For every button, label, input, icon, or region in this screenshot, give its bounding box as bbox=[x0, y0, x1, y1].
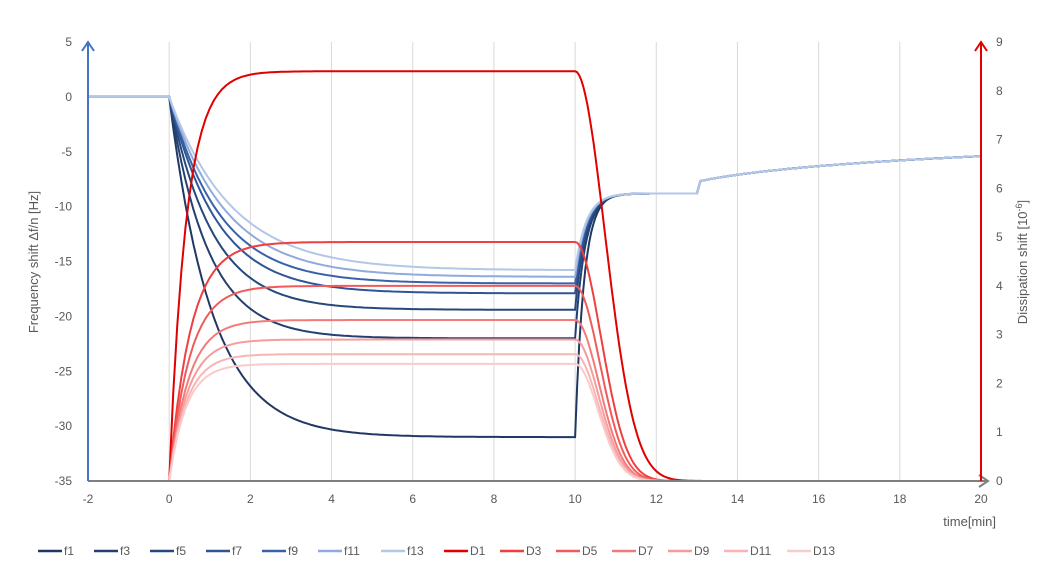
legend-item-f7: f7 bbox=[206, 544, 242, 558]
y-left-tick-label: -20 bbox=[55, 309, 73, 323]
y-left-tick-label: -10 bbox=[55, 200, 73, 214]
x-tick-label: 6 bbox=[409, 492, 416, 506]
y-right-title-close: ] bbox=[1015, 200, 1030, 204]
y-left-tick-label: -5 bbox=[61, 145, 72, 159]
legend-item-D7: D7 bbox=[612, 544, 654, 558]
y-left-tick-label: -25 bbox=[55, 364, 73, 378]
series-line-f13 bbox=[88, 95, 982, 271]
y-right-title-exp: -6 bbox=[1014, 203, 1024, 211]
axes bbox=[81, 40, 990, 488]
y-left-axis-title: Frequency shift Δf/n [Hz] bbox=[26, 191, 41, 333]
x-tick-label: 20 bbox=[974, 492, 988, 506]
legend-label: D13 bbox=[813, 544, 835, 558]
y-right-tick-label: 1 bbox=[996, 425, 1003, 439]
x-tick-label: 12 bbox=[650, 492, 664, 506]
y-right-tick-label: 7 bbox=[996, 133, 1003, 147]
legend-label: f5 bbox=[176, 544, 186, 558]
x-tick-label: 8 bbox=[491, 492, 498, 506]
legend-item-D9: D9 bbox=[668, 544, 710, 558]
x-tick-label: 0 bbox=[166, 492, 173, 506]
legend-label: f11 bbox=[344, 544, 360, 558]
series-line-f1 bbox=[88, 95, 982, 439]
y-right-axis-title: Dissipation shift [10-6] bbox=[1014, 200, 1030, 324]
y-right-tick-label: 9 bbox=[996, 35, 1003, 49]
legend-item-D1: D1 bbox=[444, 544, 486, 558]
y-left-tick-label: 0 bbox=[65, 90, 72, 104]
legend: f1 f3 f5 f7 f9 f11 f13 D1 D3 D5 D7 D9 D11 D13 bbox=[38, 544, 835, 558]
legend-label: D3 bbox=[526, 544, 542, 558]
y-left-tick-label: -15 bbox=[55, 255, 73, 269]
x-tick-label: 10 bbox=[568, 492, 582, 506]
y-right-axis-arrow bbox=[974, 40, 988, 52]
x-tick-label: -2 bbox=[83, 492, 94, 506]
y-right-tick-label: 5 bbox=[996, 230, 1003, 244]
series-line-f11 bbox=[88, 95, 982, 278]
y-left-tick-label: -35 bbox=[55, 474, 73, 488]
legend-item-f1: f1 bbox=[38, 544, 74, 558]
legend-label: D9 bbox=[694, 544, 710, 558]
y-right-tick-label: 0 bbox=[996, 474, 1003, 488]
legend-item-f9: f9 bbox=[262, 544, 298, 558]
y-right-tick-label: 6 bbox=[996, 181, 1003, 195]
series-line-D11 bbox=[88, 353, 981, 482]
legend-item-D13: D13 bbox=[787, 544, 835, 558]
frequency-series-group bbox=[88, 95, 982, 439]
x-tick-label: 4 bbox=[328, 492, 335, 506]
legend-label: D11 bbox=[750, 544, 771, 558]
y-right-tick-label: 4 bbox=[996, 279, 1003, 293]
legend-item-D3: D3 bbox=[500, 544, 542, 558]
legend-item-D5: D5 bbox=[556, 544, 598, 558]
legend-label: f13 bbox=[407, 544, 424, 558]
legend-item-f11: f11 bbox=[318, 544, 360, 558]
y-right-tick-label: 3 bbox=[996, 328, 1003, 342]
legend-item-f5: f5 bbox=[150, 544, 186, 558]
legend-label: D1 bbox=[470, 544, 486, 558]
legend-label: f1 bbox=[64, 544, 74, 558]
series-line-D13 bbox=[88, 362, 981, 482]
y-left-tick-label: -30 bbox=[55, 419, 73, 433]
series-line-f9 bbox=[88, 95, 982, 285]
legend-label: f3 bbox=[120, 544, 130, 558]
x-tick-label: 18 bbox=[893, 492, 907, 506]
tick-labels: -2 0 2 4 6 8 10 12 14 16 18 20-35-30-25-20-15-10-50… bbox=[55, 35, 1003, 506]
legend-label: f9 bbox=[288, 544, 298, 558]
x-tick-label: 2 bbox=[247, 492, 254, 506]
x-tick-label: 14 bbox=[731, 492, 745, 506]
legend-item-f3: f3 bbox=[94, 544, 130, 558]
legend-label: f7 bbox=[232, 544, 242, 558]
series-line-D7 bbox=[88, 319, 981, 482]
y-right-tick-label: 2 bbox=[996, 376, 1003, 390]
y-left-tick-label: 5 bbox=[65, 35, 72, 49]
y-right-title-main: Dissipation shift [10 bbox=[1015, 211, 1030, 324]
series-line-D5 bbox=[88, 284, 981, 482]
x-axis-title: time[min] bbox=[943, 514, 996, 529]
grid-lines bbox=[168, 42, 901, 481]
legend-item-f13: f13 bbox=[381, 544, 424, 558]
legend-label: D5 bbox=[582, 544, 598, 558]
legend-label: D7 bbox=[638, 544, 654, 558]
legend-item-D11: D11 bbox=[724, 544, 771, 558]
y-right-tick-label: 8 bbox=[996, 84, 1003, 98]
y-left-axis-arrow bbox=[81, 40, 95, 52]
x-tick-label: 16 bbox=[812, 492, 826, 506]
